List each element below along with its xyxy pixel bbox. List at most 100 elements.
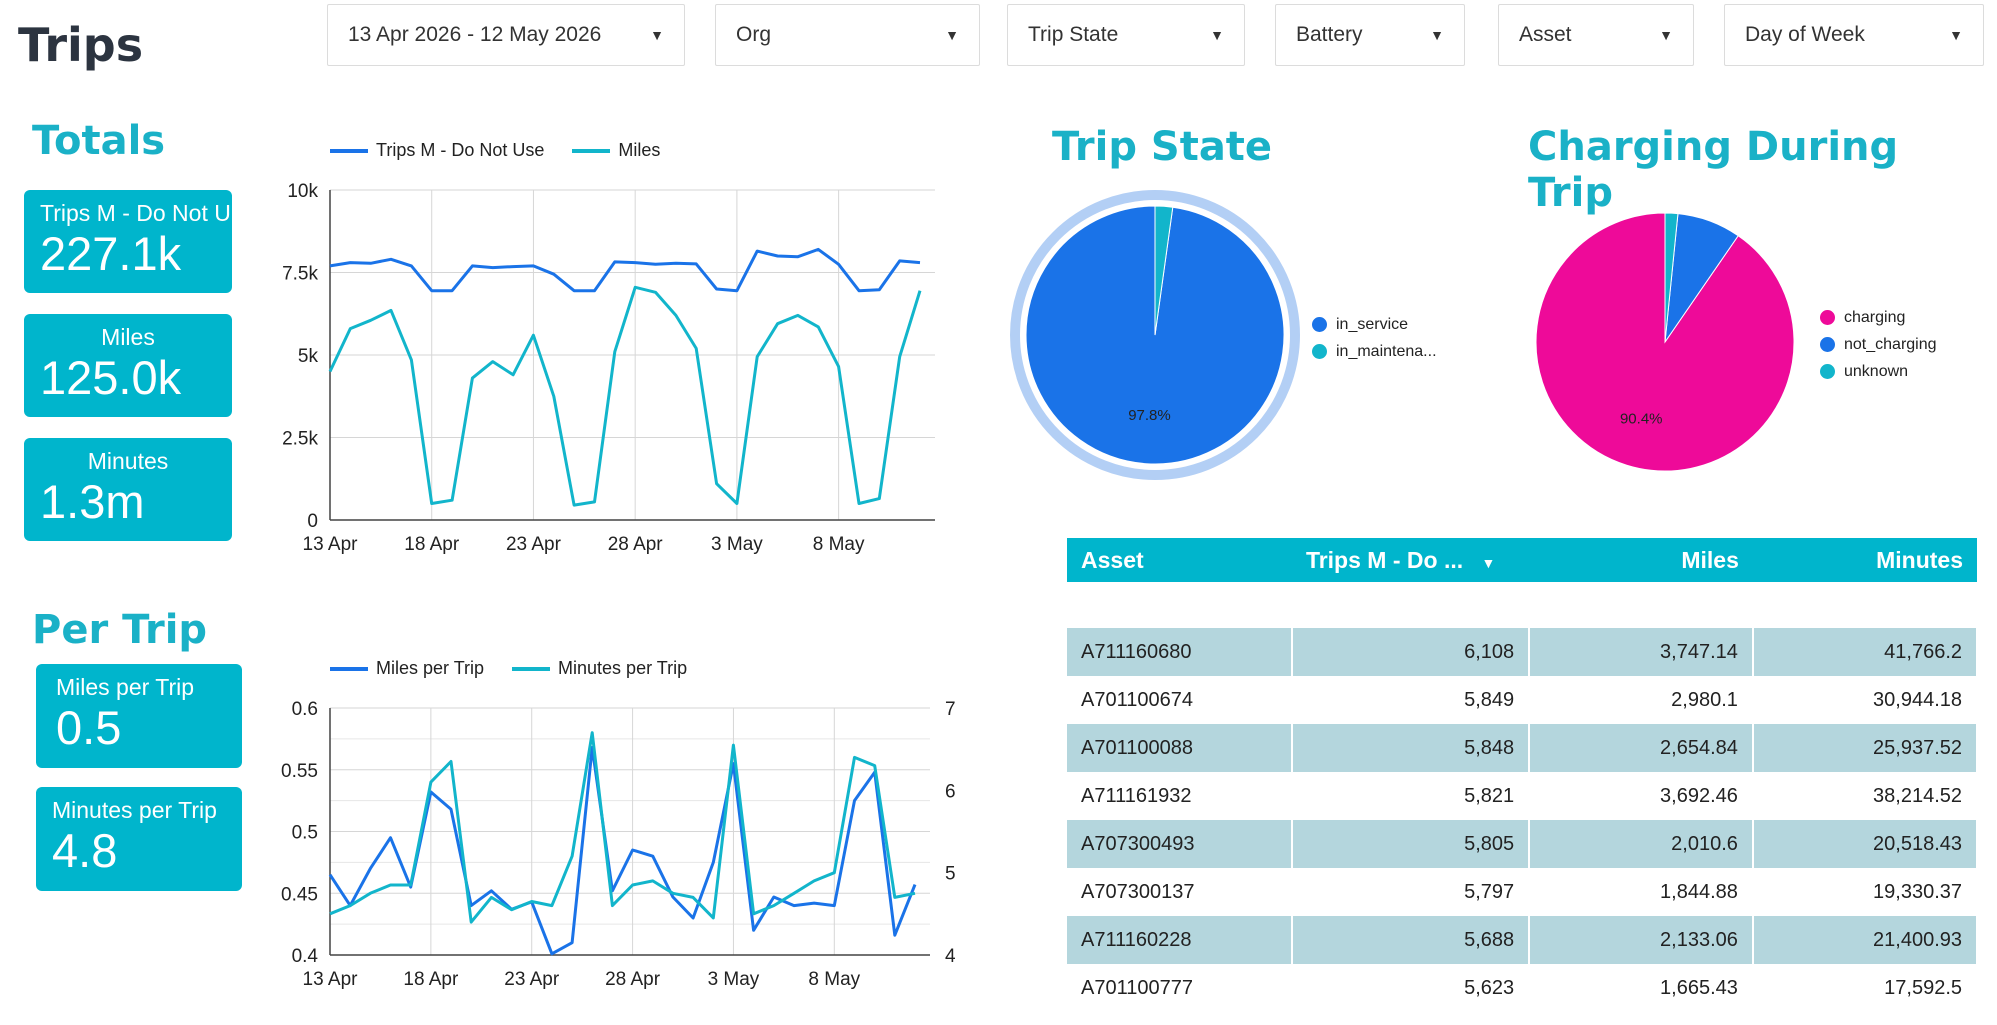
selection-ring bbox=[1010, 190, 1300, 480]
table-row[interactable]: A711160680 6,108 3,747.14 41,766.2 bbox=[1067, 628, 1979, 676]
legend-dot bbox=[1820, 310, 1835, 325]
column-header-miles[interactable]: Miles bbox=[1529, 538, 1753, 582]
table-row[interactable]: A701100777 5,623 1,665.43 17,592.5 bbox=[1067, 964, 1979, 1012]
org-filter[interactable]: Org ▼ bbox=[715, 4, 980, 66]
per-trip-chart-legend: Miles per Trip Minutes per Trip bbox=[330, 658, 715, 679]
legend-item[interactable]: Trips M - Do Not Use bbox=[330, 140, 544, 161]
card-value: 1.3m bbox=[40, 475, 145, 528]
legend-item[interactable]: Miles bbox=[572, 140, 660, 161]
trips-cell: 5,623 bbox=[1291, 964, 1531, 1012]
series-line-1 bbox=[328, 746, 917, 956]
sort-desc-icon[interactable]: ▼ bbox=[1481, 554, 1496, 571]
legend-item[interactable]: Minutes per Trip bbox=[512, 658, 687, 679]
y-tick-label: 5k bbox=[298, 346, 319, 367]
table-row[interactable]: A707300137 5,797 1,844.88 19,330.37 bbox=[1067, 868, 1979, 916]
series-line-2 bbox=[328, 285, 922, 507]
trips-cell: 5,805 bbox=[1291, 820, 1531, 868]
asset-cell: A711160680 bbox=[1067, 628, 1293, 676]
miles-cell: 1,665.43 bbox=[1529, 964, 1754, 1012]
minutes-total-card: Minutes 1.3m bbox=[24, 438, 232, 541]
trip-state-filter-label: Trip State bbox=[1028, 23, 1119, 46]
card-label: Minutes per Trip bbox=[52, 797, 217, 823]
minutes-cell: 41,766.2 bbox=[1752, 628, 1979, 676]
column-header-trips[interactable]: Trips M - Do ... ▼ bbox=[1291, 538, 1530, 582]
chevron-down-icon: ▼ bbox=[945, 27, 959, 43]
chevron-down-icon: ▼ bbox=[650, 27, 664, 43]
charging-legend: charging not_charging unknown bbox=[1820, 304, 1937, 385]
minutes-cell: 21,400.93 bbox=[1752, 916, 1979, 964]
legend-label: in_maintena... bbox=[1336, 342, 1437, 360]
column-header-asset[interactable]: Asset bbox=[1067, 538, 1292, 582]
charging-pie-chart: 90.4% bbox=[1535, 212, 1795, 472]
battery-filter-label: Battery bbox=[1296, 23, 1363, 46]
y-tick-label: 10k bbox=[287, 181, 318, 202]
legend-dot bbox=[1820, 337, 1835, 352]
miles-cell: 3,747.14 bbox=[1529, 628, 1754, 676]
minutes-cell: 38,214.52 bbox=[1752, 772, 1979, 820]
legend-item[interactable]: unknown bbox=[1820, 358, 1937, 385]
legend-dot bbox=[1312, 344, 1327, 359]
card-label: Miles per Trip bbox=[56, 674, 195, 700]
asset-filter[interactable]: Asset ▼ bbox=[1498, 4, 1694, 66]
asset-cell: A711161932 bbox=[1067, 772, 1293, 820]
trips-cell: 5,849 bbox=[1291, 676, 1531, 724]
miles-cell: 2,654.84 bbox=[1529, 724, 1754, 772]
y-tick-label: 0.45 bbox=[281, 884, 318, 905]
asset-filter-label: Asset bbox=[1519, 23, 1572, 46]
chevron-down-icon: ▼ bbox=[1210, 27, 1224, 43]
page-title: Trips bbox=[18, 18, 144, 72]
miles-cell: 2,010.6 bbox=[1529, 820, 1754, 868]
y2-tick-label: 5 bbox=[945, 864, 956, 885]
trips-cell: 5,821 bbox=[1291, 772, 1531, 820]
per-trip-line-chart: 0.4 0.45 0.5 0.55 0.6 13 Apr 18 Apr 23 Apr 28 Ap… bbox=[281, 699, 956, 990]
legend-label: Miles bbox=[618, 140, 661, 160]
x-tick-label: 23 Apr bbox=[506, 534, 562, 555]
legend-item[interactable]: not_charging bbox=[1820, 331, 1937, 358]
minutes-cell: 25,937.52 bbox=[1752, 724, 1979, 772]
trips-cell: 5,688 bbox=[1291, 916, 1531, 964]
legend-label: charging bbox=[1844, 308, 1906, 326]
trip-state-title: Trip State bbox=[1052, 124, 1273, 170]
day-of-week-filter-label: Day of Week bbox=[1745, 23, 1865, 46]
legend-item[interactable]: in_service bbox=[1312, 311, 1437, 338]
totals-line-chart: 0 2.5k 5k 7.5k 10k 13 Apr 18 Apr 23 Apr 28 Apr 3 … bbox=[282, 181, 935, 555]
asset-cell: A707300137 bbox=[1067, 868, 1293, 916]
date-range-filter[interactable]: 13 Apr 2026 - 12 May 2026 ▼ bbox=[327, 4, 685, 66]
legend-dot bbox=[1820, 364, 1835, 379]
card-value: 227.1k bbox=[40, 227, 182, 280]
totals-title: Totals bbox=[32, 118, 166, 164]
trip-state-pie-chart: 97.8% bbox=[1010, 190, 1300, 480]
per-trip-title: Per Trip bbox=[32, 607, 208, 653]
x-tick-label: 28 Apr bbox=[605, 969, 661, 990]
y-tick-label: 2.5k bbox=[282, 429, 318, 450]
trip-state-filter[interactable]: Trip State ▼ bbox=[1007, 4, 1245, 66]
trips-cell: 5,797 bbox=[1291, 868, 1531, 916]
x-tick-label: 18 Apr bbox=[403, 969, 459, 990]
table-spacer-row bbox=[1067, 582, 1978, 628]
series-line-2 bbox=[329, 731, 916, 924]
chevron-down-icon: ▼ bbox=[1659, 27, 1673, 43]
legend-dot bbox=[1312, 317, 1327, 332]
legend-label: in_service bbox=[1336, 315, 1409, 333]
x-tick-label: 13 Apr bbox=[303, 969, 359, 990]
trips-cell: 5,848 bbox=[1291, 724, 1531, 772]
table-row[interactable]: A701100674 5,849 2,980.1 30,944.18 bbox=[1067, 676, 1979, 724]
column-header-minutes[interactable]: Minutes bbox=[1752, 538, 1977, 582]
table-row[interactable]: A707300493 5,805 2,010.6 20,518.43 bbox=[1067, 820, 1979, 868]
x-tick-label: 8 May bbox=[808, 969, 860, 990]
table-row[interactable]: A701100088 5,848 2,654.84 25,937.52 bbox=[1067, 724, 1979, 772]
day-of-week-filter[interactable]: Day of Week ▼ bbox=[1724, 4, 1984, 66]
table-row[interactable]: A711160228 5,688 2,133.06 21,400.93 bbox=[1067, 916, 1979, 964]
legend-swatch bbox=[330, 148, 368, 153]
legend-item[interactable]: in_maintena... bbox=[1312, 338, 1437, 365]
legend-label: unknown bbox=[1844, 362, 1909, 380]
minutes-cell: 20,518.43 bbox=[1752, 820, 1979, 868]
battery-filter[interactable]: Battery ▼ bbox=[1275, 4, 1465, 66]
legend-item[interactable]: charging bbox=[1820, 304, 1937, 331]
miles-cell: 3,692.46 bbox=[1529, 772, 1754, 820]
legend-item[interactable]: Miles per Trip bbox=[330, 658, 484, 679]
asset-cell: A701100777 bbox=[1067, 964, 1293, 1012]
pie-slice bbox=[1664, 212, 1679, 343]
table-row[interactable]: A711161932 5,821 3,692.46 38,214.52 bbox=[1067, 772, 1979, 820]
column-header-label: Trips M - Do ... bbox=[1305, 546, 1464, 573]
